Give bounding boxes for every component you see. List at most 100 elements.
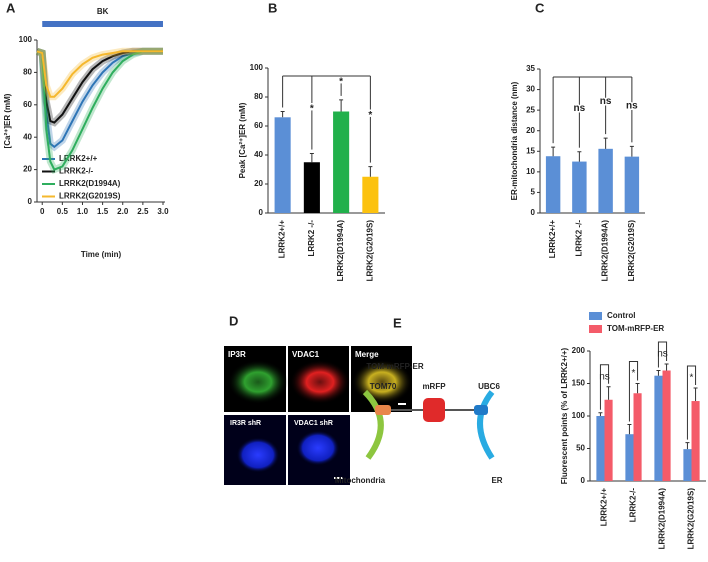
error-bar bbox=[693, 387, 698, 402]
y-tick-label: 0 bbox=[28, 197, 33, 206]
error-bar bbox=[339, 99, 344, 112]
y-axis-label: Fluorescent points (% of LRRK2+/+) bbox=[560, 347, 569, 484]
bracket bbox=[628, 361, 639, 422]
x-tick-label: LRRK2+/+ bbox=[548, 220, 557, 259]
significance: * bbox=[632, 368, 636, 379]
x-tick-label: LRRK2(G2019S) bbox=[687, 488, 696, 550]
bar bbox=[274, 117, 291, 213]
y-tick-label: 0 bbox=[581, 476, 586, 485]
error-bar bbox=[551, 146, 556, 157]
y-tick-label: 150 bbox=[572, 379, 586, 388]
image-label: Merge bbox=[355, 350, 379, 359]
x-tick-label: 0.5 bbox=[57, 207, 69, 216]
ubc6 bbox=[474, 405, 488, 415]
bar bbox=[333, 111, 350, 213]
panel-label: E bbox=[393, 315, 402, 330]
error-bar bbox=[598, 412, 603, 416]
x-tick-label: LRRK2(D1994A) bbox=[658, 488, 667, 550]
y-tick-label: 40 bbox=[23, 132, 32, 141]
x-tick-label: 2.0 bbox=[117, 207, 129, 216]
part-label: TOM70 bbox=[370, 382, 397, 391]
mitochondria-membrane bbox=[362, 389, 384, 460]
y-tick-label: 60 bbox=[23, 100, 32, 109]
y-tick-label: 30 bbox=[526, 85, 535, 94]
y-tick-label: 25 bbox=[526, 105, 535, 114]
y-axis-label: [Ca²⁺]ER (mM) bbox=[3, 93, 12, 148]
bar bbox=[303, 162, 320, 213]
x-tick-label: 1.0 bbox=[77, 207, 89, 216]
bar bbox=[596, 416, 605, 481]
x-tick-label: 1.5 bbox=[97, 207, 109, 216]
x-tick-label: LRRK2-/- bbox=[629, 488, 638, 523]
series-line bbox=[36, 50, 163, 171]
error-bar bbox=[635, 383, 640, 394]
x-tick-label: LRRK2 -/- bbox=[574, 220, 583, 257]
y-tick-label: 100 bbox=[572, 411, 586, 420]
error-bar bbox=[606, 386, 611, 400]
y-tick-label: 0 bbox=[259, 208, 264, 217]
y-tick-label: 100 bbox=[250, 63, 264, 72]
nucleus bbox=[236, 437, 280, 473]
error-bar bbox=[664, 363, 669, 371]
error-bar bbox=[629, 145, 634, 157]
bar bbox=[362, 176, 379, 213]
panel-label: D bbox=[229, 313, 238, 328]
tom70 bbox=[375, 405, 391, 415]
bar bbox=[683, 449, 692, 481]
error-bar bbox=[627, 423, 632, 435]
x-tick-label: 2.5 bbox=[137, 207, 149, 216]
significance: * bbox=[368, 110, 372, 121]
error-bar bbox=[603, 137, 608, 149]
y-axis-label: ER-mitochondria distance (nm) bbox=[510, 81, 519, 200]
y-tick-label: 50 bbox=[576, 444, 585, 453]
significance: ns bbox=[626, 100, 638, 111]
membrane-label: Mitochondria bbox=[335, 476, 386, 485]
cell bbox=[290, 360, 350, 404]
cell bbox=[228, 360, 288, 404]
image-label: VDAC1 shR bbox=[294, 420, 333, 427]
series-line bbox=[36, 50, 163, 98]
significance: * bbox=[339, 77, 343, 88]
x-tick-label: LRRK2(G2019S) bbox=[365, 220, 374, 282]
x-tick-label: LRRK2+/+ bbox=[278, 220, 287, 259]
legend-swatch bbox=[589, 312, 602, 320]
y-tick-label: 15 bbox=[526, 146, 535, 155]
membrane-label: ER bbox=[491, 476, 502, 485]
panel-label: A bbox=[6, 0, 16, 15]
x-tick-label: 0 bbox=[40, 207, 45, 216]
bar bbox=[624, 156, 640, 213]
x-tick-label: LRRK2(D1994A) bbox=[336, 220, 345, 282]
x-tick-label: LRRK2(G2019S) bbox=[627, 220, 636, 282]
image-label: VDAC1 bbox=[292, 350, 320, 359]
bracket bbox=[686, 365, 697, 440]
error-bar bbox=[280, 111, 285, 118]
panel-label: B bbox=[268, 0, 277, 15]
x-tick-label: 3.0 bbox=[157, 207, 169, 216]
y-tick-label: 200 bbox=[572, 346, 586, 355]
bar bbox=[572, 161, 587, 213]
image-label: IP3R bbox=[228, 350, 246, 359]
y-tick-label: 20 bbox=[23, 165, 32, 174]
bar bbox=[598, 148, 613, 213]
part-label: mRFP bbox=[422, 382, 446, 391]
error-bar bbox=[368, 166, 373, 177]
bar bbox=[662, 370, 671, 481]
annotation: BK bbox=[97, 7, 109, 16]
bar bbox=[633, 393, 642, 481]
y-tick-label: 35 bbox=[526, 64, 535, 73]
bar bbox=[545, 156, 561, 213]
part-label: UBC6 bbox=[478, 382, 500, 391]
nucleus bbox=[296, 430, 340, 466]
series-band bbox=[35, 47, 163, 175]
significance: ns bbox=[599, 371, 610, 382]
x-tick-label: LRRK2+/+ bbox=[600, 488, 609, 527]
legend-swatch bbox=[589, 325, 602, 333]
x-tick-label: LRRK2(D1994A) bbox=[601, 220, 610, 282]
er-membrane bbox=[477, 390, 495, 460]
y-tick-label: 80 bbox=[23, 68, 32, 77]
panel-label: C bbox=[535, 0, 545, 15]
significance: ns bbox=[657, 349, 668, 360]
y-tick-label: 0 bbox=[531, 208, 536, 217]
bar bbox=[691, 401, 700, 481]
error-bar bbox=[656, 370, 661, 376]
